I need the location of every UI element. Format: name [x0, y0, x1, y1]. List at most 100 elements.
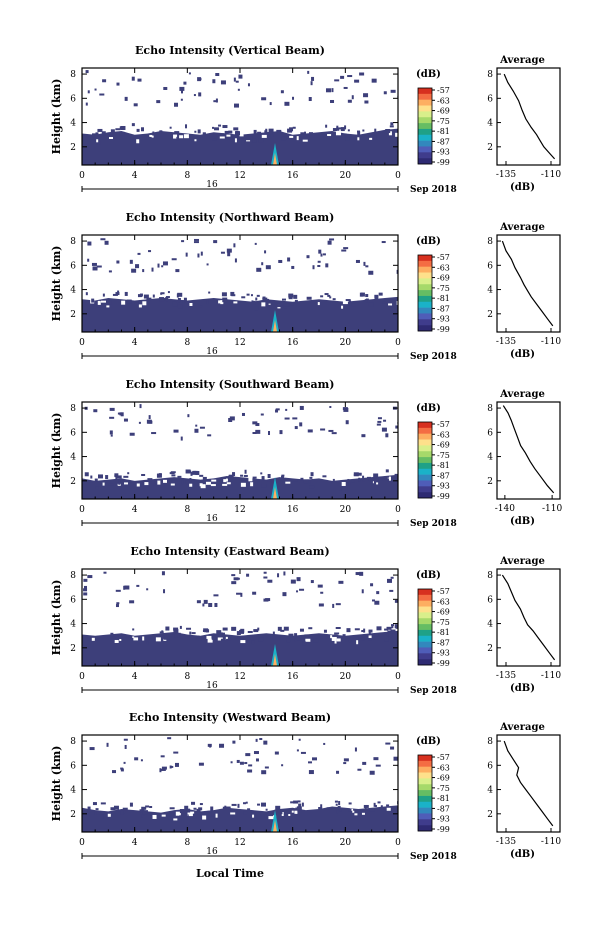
colorbar-swatch — [418, 272, 432, 279]
echo-speckle — [198, 92, 202, 97]
echo-speckle — [338, 801, 341, 806]
echo-speckle — [261, 134, 267, 138]
echo-speckle — [343, 762, 347, 765]
echo-speckle — [110, 129, 115, 133]
echo-speckle — [207, 743, 212, 747]
colorbar-label: -75 — [437, 784, 450, 793]
echo-speckle — [152, 483, 156, 486]
colorbar-swatch — [418, 146, 432, 153]
echo-speckle — [124, 585, 130, 590]
echo-speckle — [290, 801, 296, 804]
y-tick-label: 4 — [70, 786, 76, 796]
echo-speckle — [224, 130, 229, 134]
echo-speckle — [194, 428, 199, 433]
echo-speckle — [119, 412, 122, 416]
echo-speckle — [248, 136, 253, 139]
echo-speckle — [152, 131, 155, 135]
echo-speckle — [173, 627, 179, 631]
echo-speckle — [199, 803, 203, 806]
echo-speckle — [235, 80, 239, 83]
x-axis-label: Local Time — [196, 867, 264, 880]
echo-speckle — [167, 737, 172, 740]
echo-speckle — [142, 301, 147, 306]
echo-speckle — [92, 304, 95, 307]
avg-x-tick-label: -110 — [541, 170, 561, 180]
echo-speckle — [374, 600, 380, 605]
echo-speckle — [363, 93, 369, 98]
echo-speckle — [154, 136, 157, 139]
echo-speckle — [308, 627, 313, 630]
echo-speckle — [226, 482, 231, 485]
echo-layer — [82, 404, 398, 499]
colorbar-swatch — [418, 813, 432, 820]
echo-speckle — [390, 624, 394, 627]
echo-speckle — [389, 589, 394, 592]
echo-speckle — [367, 476, 372, 479]
echo-speckle — [149, 806, 153, 809]
echo-speckle — [275, 805, 281, 810]
echo-speckle — [172, 302, 178, 307]
echo-speckle — [138, 421, 141, 424]
echo-speckle — [181, 480, 184, 485]
echo-speckle — [147, 478, 153, 482]
echo-speckle — [323, 629, 327, 633]
echo-speckle — [284, 417, 290, 420]
echo-speckle — [188, 72, 191, 75]
echo-speckle — [341, 305, 344, 309]
echo-speckle — [332, 298, 336, 301]
echo-speckle — [240, 640, 246, 644]
echo-speckle — [329, 405, 332, 408]
colorbar-swatch — [418, 301, 432, 308]
echo-speckle — [263, 576, 268, 579]
avg-y-tick-label: 4 — [487, 786, 493, 796]
echo-speckle — [317, 265, 321, 268]
echo-speckle — [219, 743, 225, 748]
echo-speckle — [388, 303, 393, 306]
colorbar-swatch — [418, 772, 432, 779]
echo-speckle — [368, 270, 374, 275]
echo-speckle — [195, 471, 200, 476]
echo-speckle — [335, 803, 338, 806]
echo-speckle — [170, 632, 174, 635]
echo-speckle — [338, 580, 344, 584]
echo-speckle — [302, 641, 307, 646]
echo-speckle — [388, 636, 391, 640]
avg-y-tick-label: 2 — [487, 477, 493, 487]
beam-panel-3: Echo Intensity (Eastward Beam) 2 4 6 8 Height… — [50, 545, 561, 696]
colorbar-label: -69 — [437, 441, 450, 450]
echo-speckle — [224, 805, 227, 809]
avg-y-tick-label: 8 — [487, 571, 493, 581]
echo-speckle — [191, 471, 195, 474]
month-label: Sep 2018 — [410, 852, 457, 862]
echo-speckle — [257, 627, 260, 631]
echo-speckle — [260, 472, 263, 475]
echo-speckle — [227, 252, 231, 257]
echo-speckle — [197, 636, 202, 639]
colorbar-swatch — [418, 653, 432, 660]
echo-speckle — [376, 423, 381, 426]
echo-speckle — [157, 480, 161, 485]
colorbar-swatch — [418, 600, 432, 607]
echo-speckle — [388, 131, 392, 136]
echo-speckle — [252, 300, 256, 305]
echo-speckle — [264, 250, 267, 254]
echo-speckle — [307, 70, 310, 74]
echo-speckle — [115, 292, 120, 296]
echo-speckle — [212, 126, 215, 129]
echo-speckle — [202, 603, 205, 607]
echo-speckle — [394, 473, 398, 478]
echo-speckle — [83, 578, 88, 582]
echo-speckle — [133, 103, 138, 107]
echo-speckle — [220, 300, 224, 305]
echo-speckle — [285, 408, 288, 411]
echo-speckle — [155, 637, 161, 642]
avg-profile-line — [503, 740, 554, 827]
echo-speckle — [371, 78, 377, 83]
echo-speckle — [108, 270, 112, 273]
echo-speckle — [91, 298, 95, 303]
echo-speckle — [205, 481, 211, 485]
echo-speckle — [360, 292, 365, 297]
echo-speckle — [95, 486, 99, 490]
echo-speckle — [98, 474, 104, 479]
avg-profile-line — [501, 574, 556, 661]
